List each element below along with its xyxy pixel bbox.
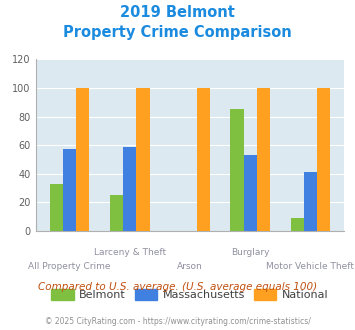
Text: All Property Crime: All Property Crime [28,262,111,271]
Text: 2019 Belmont: 2019 Belmont [120,5,235,20]
Text: © 2025 CityRating.com - https://www.cityrating.com/crime-statistics/: © 2025 CityRating.com - https://www.city… [45,317,310,326]
Bar [63,149,76,231]
Bar [290,218,304,231]
Bar [136,88,149,231]
Bar [304,172,317,231]
Bar [110,195,123,231]
Bar [257,88,270,231]
Bar [197,88,210,231]
Bar [50,184,63,231]
Bar [123,147,136,231]
Bar [230,110,244,231]
Text: Motor Vehicle Theft: Motor Vehicle Theft [267,262,354,271]
Bar [244,155,257,231]
Text: Burglary: Burglary [231,248,269,257]
Bar [317,88,330,231]
Text: Compared to U.S. average. (U.S. average equals 100): Compared to U.S. average. (U.S. average … [38,282,317,292]
Text: Arson: Arson [177,262,203,271]
Text: Property Crime Comparison: Property Crime Comparison [63,25,292,40]
Legend: Belmont, Massachusetts, National: Belmont, Massachusetts, National [47,284,333,305]
Text: Larceny & Theft: Larceny & Theft [94,248,166,257]
Bar [76,88,89,231]
